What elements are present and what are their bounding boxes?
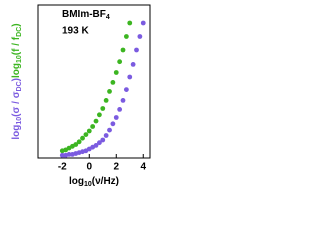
point [103,98,109,103]
subscript: 4 [106,14,110,21]
plot-frame [37,4,151,159]
point [113,70,119,75]
point [93,118,99,124]
x-tick-label: -2 [58,162,67,173]
subscript: DC [16,27,23,37]
label-part: (ν/Hz) [92,176,119,187]
point [90,124,96,129]
label-part: ) [11,23,22,26]
point [117,107,123,112]
x-axis-label: log10(ν/Hz) [69,176,119,189]
point [66,152,72,157]
point [127,74,133,80]
point [117,59,123,65]
point [100,106,106,111]
x-tick-label: 2 [113,162,119,173]
label-part: log [11,63,22,78]
point [134,47,139,53]
point [100,137,106,143]
label-part: ) [11,78,22,81]
subscript: 10 [16,117,23,125]
point [137,34,143,39]
point [123,87,129,92]
point [107,127,112,133]
point [130,62,136,67]
point [80,135,85,141]
label-part: log [69,176,84,187]
point [113,115,119,120]
subscript: 10 [84,181,92,188]
x-tick-label: 0 [86,162,92,173]
subscript: DC [16,81,23,91]
point [96,112,102,118]
point [59,152,65,158]
point [120,47,126,53]
label-part: BMIm-BF [62,9,106,20]
label-part: (σ / σ [11,91,22,117]
point [73,142,79,147]
point [83,132,89,138]
point [110,80,116,85]
chart-title: BMIm-BF4 [62,9,110,22]
point [140,20,146,26]
point [103,133,109,138]
y-axis-label: log10(σ / σDC)log10(f / fDC) [11,23,24,139]
point [123,34,129,39]
label-part: (f / f [11,36,22,55]
point [120,98,126,103]
annotation: 193 K [62,26,89,37]
point [110,121,116,127]
point [86,128,92,134]
point [127,20,133,26]
point [96,140,102,146]
point [93,143,99,148]
point [76,139,82,145]
x-tick-label: 4 [140,162,146,173]
label-part: log [11,125,22,140]
subscript: 10 [16,55,23,63]
point [107,89,112,94]
